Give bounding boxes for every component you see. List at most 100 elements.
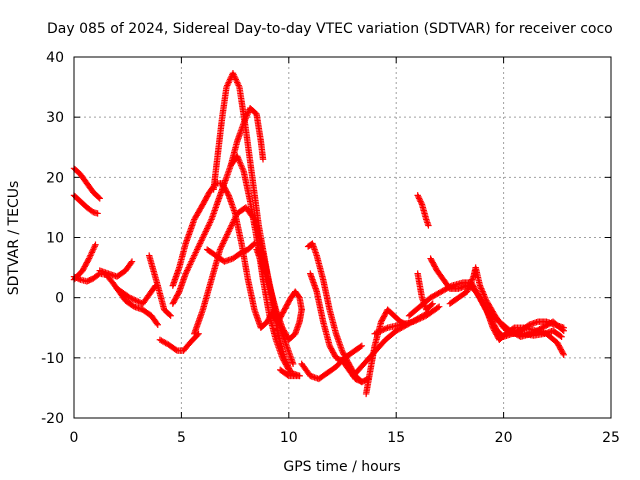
data-point xyxy=(285,365,293,372)
data-point xyxy=(224,229,232,237)
data-point xyxy=(558,333,565,340)
data-point xyxy=(259,156,267,163)
data-point xyxy=(477,283,484,291)
data-point xyxy=(188,258,195,265)
data-point xyxy=(200,232,207,240)
data-point xyxy=(239,165,246,172)
data-point xyxy=(251,240,258,247)
data-point xyxy=(201,229,209,237)
y-tick-label: -10 xyxy=(41,351,64,367)
series-track-x xyxy=(414,192,432,229)
y-axis-label: SDTVAR / TECUs xyxy=(6,181,22,296)
data-point xyxy=(198,235,206,243)
data-point xyxy=(237,162,245,169)
data-point xyxy=(225,228,232,235)
series-track-a xyxy=(70,165,103,202)
data-point xyxy=(465,285,472,292)
data-point xyxy=(128,258,136,265)
data-point xyxy=(172,346,180,353)
data-point xyxy=(218,243,225,250)
data-point xyxy=(235,157,243,164)
chart-title: Day 085 of 2024, Sidereal Day-to-day VTE… xyxy=(47,21,613,37)
data-point xyxy=(285,363,292,371)
data-point xyxy=(226,225,234,232)
data-point xyxy=(186,262,193,270)
data-point xyxy=(418,199,425,207)
data-point xyxy=(202,228,209,235)
y-tick-labels: -20 -10 0 10 20 30 40 xyxy=(41,50,64,427)
data-point xyxy=(234,153,241,160)
data-point xyxy=(372,329,380,337)
data-point xyxy=(481,292,488,300)
data-point xyxy=(250,214,257,222)
data-point xyxy=(189,255,197,262)
data-point xyxy=(184,265,192,273)
y-tick-label: 20 xyxy=(46,170,64,186)
series-track-w xyxy=(371,303,443,337)
data-point xyxy=(286,366,293,374)
data-point xyxy=(191,252,198,259)
data-point xyxy=(298,306,305,313)
data-point xyxy=(243,112,251,119)
data-point xyxy=(375,328,383,335)
data-point xyxy=(296,372,303,380)
data-point xyxy=(153,320,161,327)
data-point xyxy=(239,166,247,174)
data-point xyxy=(480,291,488,298)
data-point xyxy=(283,359,290,366)
y-tick-label: 0 xyxy=(55,291,64,307)
data-point xyxy=(417,198,424,205)
data-point xyxy=(197,238,204,246)
y-tick-label: 40 xyxy=(46,50,64,66)
x-axis-label: GPS time / hours xyxy=(283,459,400,475)
series-track-n xyxy=(203,240,258,265)
data-point xyxy=(232,213,240,220)
data-point xyxy=(224,231,231,238)
data-point xyxy=(187,259,194,267)
data-point xyxy=(559,350,567,357)
data-point xyxy=(479,288,486,295)
data-point xyxy=(224,190,232,198)
data-point xyxy=(560,351,567,359)
data-point xyxy=(183,267,191,274)
data-point xyxy=(557,332,564,340)
data-point xyxy=(374,329,381,336)
x-tick-label: 20 xyxy=(495,430,513,446)
data-point xyxy=(435,303,443,310)
data-point xyxy=(429,300,436,307)
data-point xyxy=(226,226,233,234)
data-point xyxy=(167,312,174,319)
data-point xyxy=(417,315,424,322)
data-point xyxy=(126,294,134,301)
data-point xyxy=(229,219,237,226)
series-track-l xyxy=(227,104,267,169)
data-point xyxy=(244,110,251,118)
data-point xyxy=(282,357,289,365)
data-point xyxy=(413,317,420,324)
data-point xyxy=(207,217,214,225)
data-point xyxy=(410,318,417,325)
data-point xyxy=(468,277,475,285)
data-point xyxy=(237,160,244,167)
data-point xyxy=(478,285,485,292)
data-point xyxy=(133,297,141,305)
x-tick-label: 15 xyxy=(387,430,405,446)
data-point xyxy=(186,261,194,268)
data-point xyxy=(96,195,103,202)
x-tick-labels: 0 5 10 15 20 25 xyxy=(70,430,620,446)
data-point xyxy=(95,194,102,201)
data-point xyxy=(378,327,386,334)
data-point xyxy=(196,240,204,247)
data-point xyxy=(418,314,426,321)
data-point xyxy=(479,289,487,297)
data-point xyxy=(284,362,291,369)
data-point xyxy=(223,232,230,240)
data-point xyxy=(482,295,489,303)
data-point xyxy=(428,301,435,308)
data-point xyxy=(467,280,474,288)
data-point xyxy=(216,246,224,253)
data-point xyxy=(166,311,173,318)
data-point xyxy=(560,327,567,334)
data-point xyxy=(219,241,226,249)
data-point xyxy=(414,192,421,199)
